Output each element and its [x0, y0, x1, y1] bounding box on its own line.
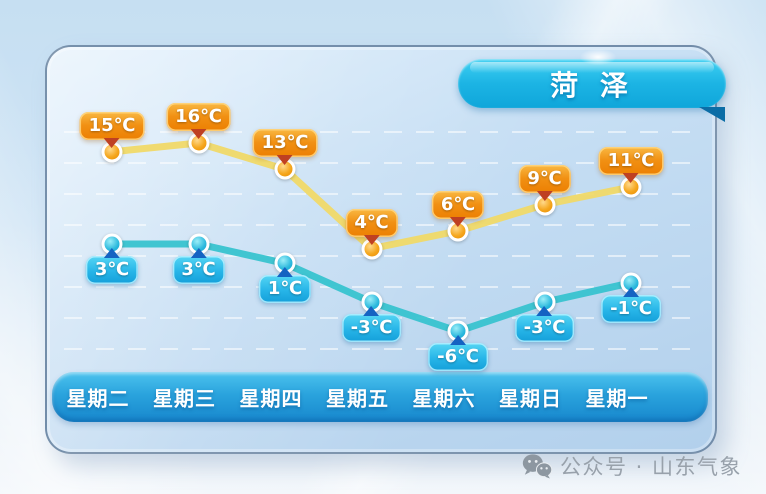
- low-temp-label: 3℃: [85, 256, 139, 284]
- gridline: [64, 131, 702, 133]
- weekday-label: 星期六: [412, 386, 476, 411]
- high-temp-label: 13℃: [252, 129, 318, 158]
- weekday-label: 星期四: [239, 386, 303, 411]
- high-temp-label: 4℃: [345, 208, 398, 237]
- city-banner: 菏 泽: [458, 59, 726, 122]
- weekday-label: 星期一: [585, 386, 649, 411]
- watermark: 公众号 · 山东气象: [522, 451, 742, 481]
- high-temp-label: 15℃: [79, 111, 145, 140]
- gridline: [64, 348, 702, 350]
- low-temp-label: 3℃: [172, 256, 225, 284]
- gridline: [64, 193, 702, 195]
- weekday-label: 星期日: [499, 386, 562, 411]
- low-temp-label: 1℃: [258, 275, 312, 304]
- weekday-bar: [52, 372, 708, 422]
- low-temp-label: -3℃: [341, 314, 402, 343]
- gridline: [64, 255, 702, 257]
- low-temp-label: -6℃: [428, 343, 488, 372]
- high-temp-label: 6℃: [431, 191, 485, 219]
- low-temp-label: -3℃: [514, 314, 575, 343]
- city-name: 菏 泽: [550, 68, 634, 102]
- gridline: [64, 286, 702, 288]
- low-temp-label: -1℃: [601, 294, 661, 323]
- weekday-label: 星期五: [326, 386, 389, 411]
- weekday-label: 星期二: [66, 386, 130, 411]
- watermark-text: 公众号 · 山东气象: [560, 455, 743, 479]
- high-temp-label: 16℃: [166, 103, 231, 131]
- weekday-label: 星期三: [153, 386, 216, 411]
- wechat-icon: [522, 454, 552, 479]
- high-temp-label: 9℃: [518, 164, 571, 193]
- high-temp-label: 11℃: [598, 147, 664, 175]
